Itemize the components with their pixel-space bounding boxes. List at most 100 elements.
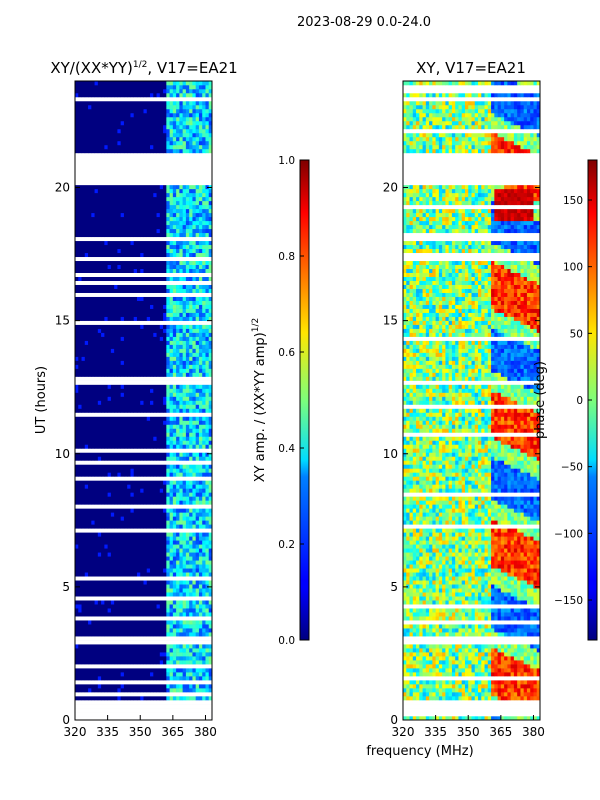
heatmap-cell [140,464,144,469]
heatmap-cell [104,232,108,238]
heatmap-cell [104,620,108,625]
heatmap-cell [202,260,206,266]
heatmap-cell [156,676,161,681]
heatmap-cell [169,324,174,329]
heatmap-cell [110,468,115,473]
heatmap-cell [133,424,138,429]
heatmap-cell [91,540,95,545]
heatmap-cell [150,140,154,146]
heatmap-cell [189,564,193,569]
heatmap-cell [185,644,190,649]
heatmap-cell [94,384,99,389]
heatmap-cell [94,224,99,230]
heatmap-cell [143,268,148,273]
heatmap-cell [195,544,200,549]
heatmap-cell [143,584,148,589]
heatmap-cell [195,600,200,605]
heatmap-gap-row [75,412,212,417]
heatmap-cell [107,224,112,230]
heatmap-cell [94,356,99,361]
heatmap-cell [140,392,144,397]
heatmap-cell [192,540,196,545]
heatmap-cell [195,112,200,118]
heatmap-cell [136,512,141,517]
heatmap-cell [91,300,95,305]
heatmap-cell [192,184,196,190]
heatmap-cell [192,608,196,613]
heatmap-cell [159,184,164,190]
heatmap-cell [150,188,154,194]
heatmap-cell [163,496,167,501]
heatmap-cell [185,400,190,405]
heatmap-cell [127,552,131,557]
heatmap-cell [88,148,92,154]
heatmap-cell [198,136,203,142]
heatmap-cell [185,112,190,118]
heatmap-gap-row [75,156,212,162]
heatmap-cell [179,308,183,313]
heatmap-cell [150,132,154,138]
heatmap-cell [189,360,193,365]
heatmap-cell [163,232,167,238]
heatmap-cell [117,480,121,485]
heatmap-cell [127,668,131,673]
heatmap-cell [202,148,206,154]
heatmap-cell [107,584,112,589]
heatmap-cell [202,220,206,226]
heatmap-cell [91,344,95,349]
heatmap-cell [150,108,154,114]
heatmap-cell [153,492,157,497]
heatmap-cell [153,472,157,477]
heatmap-cell [136,404,141,409]
heatmap-cell [150,676,154,681]
heatmap-cell [208,436,212,441]
heatmap-cell [97,220,102,226]
heatmap-cell [159,144,164,150]
heatmap-cell [143,312,148,317]
heatmap-cell [156,124,161,130]
heatmap-cell [166,592,170,597]
heatmap-cell [143,532,148,537]
heatmap-cell [88,388,92,393]
heatmap-cell [163,580,167,585]
heatmap-cell [97,588,102,593]
heatmap-cell [140,296,144,301]
heatmap-cell [150,572,154,577]
heatmap-cell [84,536,89,541]
heatmap-cell [140,612,144,617]
heatmap-cell [143,620,148,625]
heatmap-cell [198,112,203,118]
heatmap-cell [208,228,212,234]
heatmap-cell [189,192,193,198]
heatmap-cell [192,340,196,345]
heatmap-cell [91,572,95,577]
heatmap-cell [133,592,138,597]
heatmap-cell [140,144,144,150]
heatmap-cell [182,464,187,469]
heatmap-cell [110,496,115,501]
heatmap-cell [97,472,102,477]
heatmap-cell [107,440,112,445]
heatmap-cell [153,628,157,633]
heatmap-cell [114,396,118,401]
heatmap-cell [166,584,170,589]
heatmap-cell [166,676,170,681]
heatmap-cell [169,548,174,553]
heatmap-cell [182,308,187,313]
heatmap-cell [146,200,151,206]
heatmap-cell [136,564,141,569]
heatmap-cell [78,276,82,281]
heatmap-cell [176,424,180,429]
heatmap-cell [169,560,174,565]
heatmap-cell [182,264,187,270]
heatmap-cell [140,336,144,341]
heatmap-cell [101,192,105,198]
heatmap-cell [75,424,79,429]
heatmap-cell [185,396,190,401]
heatmap-cell [182,676,187,681]
heatmap-cell [153,348,157,353]
heatmap-cell [78,556,82,561]
heatmap-cell [163,332,167,337]
heatmap-cell [169,632,174,637]
heatmap-cell [163,124,167,130]
